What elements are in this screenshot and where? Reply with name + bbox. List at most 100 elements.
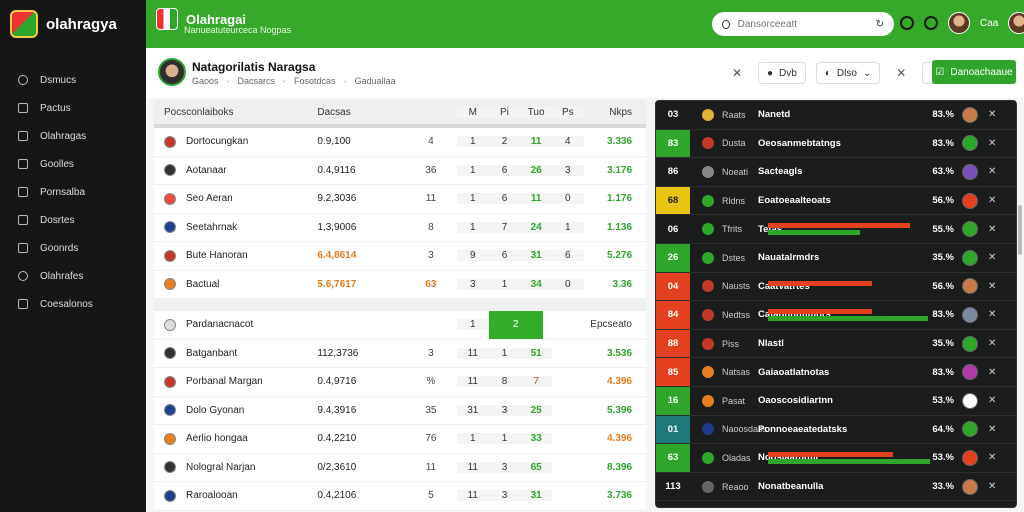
search-input[interactable] (737, 18, 868, 30)
table-row-divider[interactable]: Pardanacnacot 1 2 Epcseato (154, 311, 646, 340)
percentage: 83.% (932, 309, 954, 321)
breadcrumb-item[interactable]: Dacsarcs (237, 76, 276, 86)
player-avatar[interactable] (962, 306, 978, 323)
expand-icon[interactable]: ✕ (988, 338, 997, 350)
profile-avatar[interactable] (1008, 12, 1024, 34)
expand-icon[interactable]: ✕ (988, 481, 997, 493)
ranking-row[interactable]: 83 Dusta Oeosanmebtatngs 83.% ✕ (656, 129, 1016, 159)
close-icon[interactable]: ✕ (896, 66, 907, 80)
expand-icon[interactable]: ✕ (988, 309, 997, 321)
player-avatar[interactable] (962, 278, 978, 295)
sidebar-item-8[interactable]: Olahrafes (0, 262, 146, 290)
table-row[interactable]: Nologral Narjan 0/2,3610 11 11 3 65 8.396 (154, 454, 646, 482)
table-row[interactable]: Bactual 5.6,7617 63 3 1 34 0 3.36 (154, 271, 646, 299)
ranking-row[interactable]: 113 Reaoo Nonatbeanulla 33.% ✕ (656, 472, 1016, 502)
sidebar-item-1[interactable]: Dsmucs (0, 66, 146, 94)
expand-icon[interactable]: ✕ (988, 395, 997, 407)
table-row[interactable]: Raroalooan 0.4,2106 5 11 3 31 3.736 (154, 482, 646, 511)
table-row[interactable]: Aotanaar 0.4,9116 36 1 6 26 3 3.176 (154, 157, 646, 185)
player-avatar[interactable] (962, 449, 978, 466)
sort-dropdown[interactable]: ◐ Dlso ⌄ (815, 62, 881, 84)
table-row[interactable]: Porbanal Margan 0.4,9716% 11 8 7 4.396 (154, 368, 646, 397)
expand-icon[interactable]: ✕ (988, 452, 997, 464)
ranking-row[interactable]: 26 Dstes Nauatalrmdrs 35.% ✕ (656, 243, 1016, 273)
notification-icon[interactable] (900, 16, 914, 30)
table-row[interactable]: Batganbant 112,3736 3 11 1 51 3.536 (154, 340, 646, 368)
col-score[interactable]: Dacsas (317, 106, 351, 118)
expand-icon[interactable]: ✕ (988, 252, 997, 264)
logo[interactable]: olahragya (0, 0, 146, 48)
sidebar-item-7[interactable]: Goonrds (0, 234, 146, 262)
sidebar-item-3[interactable]: Olahragas (0, 122, 146, 150)
expand-icon[interactable]: ✕ (988, 423, 997, 435)
col-m[interactable]: M (456, 106, 489, 118)
ranking-row[interactable]: 04 Nausts Caatvatrtes 56.% ✕ (656, 272, 1016, 302)
sidebar-item-4[interactable]: Goolles (0, 150, 146, 178)
cell-x: 6 (551, 250, 584, 262)
player-avatar[interactable] (962, 163, 978, 180)
header-brand[interactable]: Olahragai Nanueatuteurceca Nogpas (156, 8, 291, 35)
player-avatar[interactable] (962, 335, 978, 352)
ranking-row[interactable]: 84 Nedtss Cafaghntmmbrs 83.% ✕ (656, 301, 1016, 330)
ranking-row[interactable]: 86 Noeati Sacteagls 63.% ✕ (656, 158, 1016, 187)
refresh-icon[interactable]: ↻ (875, 18, 884, 30)
played-cell: 76 (425, 433, 437, 445)
player-avatar[interactable] (962, 249, 978, 266)
avatar[interactable] (948, 12, 970, 34)
table-row[interactable]: Dolo Gyonan 9.4,3916 35 31 3 25 5.396 (154, 397, 646, 425)
ranking-row[interactable]: 16 Pasat Oaoscosidiartnn 53.% ✕ (656, 386, 1016, 416)
player-avatar[interactable] (962, 106, 978, 123)
ranking-row[interactable]: 63 Oladas Nooslaatbtmr 53.% ✕ (656, 444, 1016, 473)
ranking-row[interactable]: 01 Naoosdass Ponnoeaeatedatsks 64.% ✕ (656, 415, 1016, 445)
expand-icon[interactable]: ✕ (988, 166, 997, 178)
user-label[interactable]: Caa (980, 17, 999, 29)
expand-icon[interactable]: ✕ (988, 223, 997, 235)
table-row[interactable]: Seetahrnak 1,3,9006 8 1 7 24 1 1.136 (154, 214, 646, 242)
scrollbar[interactable] (1018, 205, 1022, 255)
expand-icon[interactable]: ✕ (988, 280, 997, 292)
player-avatar[interactable] (962, 221, 978, 238)
played-cell: 5 (428, 490, 434, 502)
cell-x: 3 (551, 164, 584, 176)
breadcrumb-item[interactable]: Fosotdcas (294, 76, 336, 86)
ranking-row[interactable]: 88 Piss Nlastl 35.% ✕ (656, 329, 1016, 359)
col-team[interactable]: Pocsconlaiboks (164, 106, 234, 118)
col-l[interactable]: Ps (551, 106, 584, 118)
col-points[interactable]: Nkps (609, 106, 633, 118)
table-row[interactable]: Seo Aeran 9.2,3036 11 1 6 11 0 1.176 (154, 185, 646, 214)
club-short-name: Pasat (722, 395, 746, 406)
player-avatar[interactable] (962, 392, 978, 409)
col-d[interactable]: Tuo (520, 106, 552, 118)
rank-badge: 26 (656, 243, 690, 272)
close-icon[interactable]: ✕ (731, 66, 743, 80)
sidebar-item-5[interactable]: Pornsalba (0, 178, 146, 206)
expand-icon[interactable]: ✕ (988, 195, 997, 207)
player-avatar[interactable] (962, 478, 978, 495)
col-w[interactable]: Pi (488, 106, 521, 118)
sidebar-item-9[interactable]: Coesalonos (0, 290, 146, 318)
ranking-row[interactable]: 03 Raats Nanetd 83.% ✕ (656, 101, 1016, 130)
sidebar-item-2[interactable]: Pactus (0, 94, 146, 122)
player-avatar[interactable] (962, 135, 978, 152)
table-row[interactable]: Dortocungkan 0.9,100 4 1 2 11 4 3.336 (154, 128, 646, 157)
expand-icon[interactable]: ✕ (988, 109, 997, 121)
ranking-row[interactable]: 06 Tfrits Tetas 55.% ✕ (656, 215, 1016, 244)
primary-action-button[interactable]: ☑ Danoachaaue (932, 60, 1016, 84)
settings-icon[interactable] (924, 16, 938, 30)
breadcrumb-item[interactable]: Gaoos (192, 76, 219, 86)
filter-dropdown[interactable]: ● Dvb (758, 62, 806, 84)
expand-icon[interactable]: ✕ (988, 137, 997, 149)
table-row[interactable]: Aerlio hongaa 0.4,2210 76 1 1 33 4.396 (154, 425, 646, 454)
table-row[interactable]: Bute Hanoran 6.4,8614 3 9 6 31 6 5.276 (154, 242, 646, 271)
sidebar-item-6[interactable]: Dosrtes (0, 206, 146, 234)
cell-l: 11 (520, 193, 552, 205)
ranking-row[interactable]: 85 Natsas Gaiaoatlatnotas 83.% ✕ (656, 358, 1016, 387)
player-avatar[interactable] (962, 192, 978, 209)
expand-icon[interactable]: ✕ (988, 366, 997, 378)
ranking-row[interactable]: 68 Rldns Eoatoeaalteoats 56.% ✕ (656, 186, 1016, 216)
search-bar[interactable]: ↻ (712, 12, 894, 36)
cell-w: 9 (456, 250, 489, 262)
breadcrumb-item[interactable]: Gaduallaa (354, 76, 396, 86)
player-avatar[interactable] (962, 364, 978, 381)
player-avatar[interactable] (962, 421, 978, 438)
